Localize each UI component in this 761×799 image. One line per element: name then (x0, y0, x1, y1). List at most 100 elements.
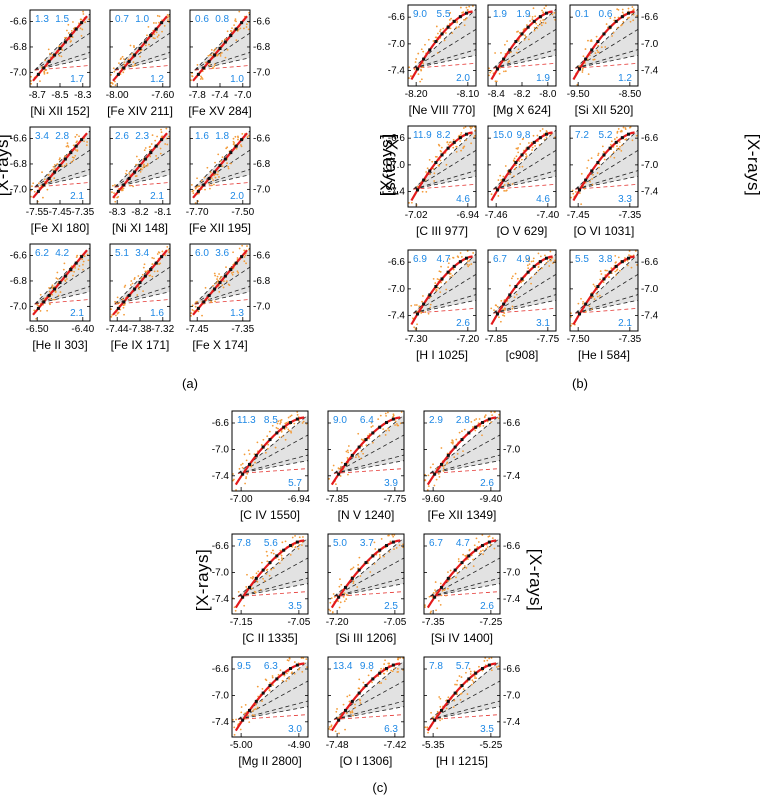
data-point (221, 156, 224, 159)
data-point (439, 149, 442, 152)
binned-point (391, 540, 395, 544)
data-point (78, 265, 81, 267)
data-point (383, 555, 385, 558)
data-point (60, 55, 63, 58)
data-point (493, 547, 496, 550)
data-point (256, 685, 259, 688)
data-point (74, 136, 77, 138)
data-point (507, 182, 510, 185)
data-point (393, 534, 396, 536)
data-point (628, 254, 630, 257)
data-point (161, 135, 164, 138)
slope-annotation: 5.7 (456, 661, 470, 672)
slope-line (429, 680, 501, 720)
binned-point (428, 48, 432, 52)
data-point (142, 266, 145, 269)
data-point (607, 276, 610, 278)
data-point (410, 304, 413, 307)
data-point (110, 82, 112, 84)
data-point (221, 165, 224, 168)
data-point (247, 449, 250, 452)
binned-point (350, 453, 354, 457)
data-point (48, 302, 51, 305)
data-point (628, 250, 631, 252)
x-tick-label: -4.90 (287, 740, 310, 751)
data-point (439, 270, 442, 273)
data-point (159, 147, 162, 150)
data-point (597, 51, 599, 54)
binned-point (229, 151, 233, 155)
x-tick-label: -7.0 (234, 90, 252, 101)
data-point (80, 34, 83, 37)
data-point (495, 666, 498, 668)
binned-point (154, 27, 158, 31)
data-point (394, 420, 397, 423)
data-point (507, 61, 510, 64)
data-point (111, 314, 114, 316)
data-point (385, 429, 388, 432)
data-point (433, 484, 436, 487)
data-point (631, 6, 634, 8)
data-point (422, 295, 424, 297)
data-point (436, 155, 438, 158)
data-point (391, 534, 394, 536)
data-point (72, 159, 75, 162)
data-point (234, 135, 237, 138)
data-point (441, 589, 444, 592)
data-point (168, 135, 170, 138)
data-point (446, 461, 449, 464)
data-point (486, 546, 489, 548)
data-point (498, 413, 500, 416)
binned-point (467, 431, 471, 435)
data-point (72, 21, 74, 23)
data-point (434, 589, 436, 592)
slope-annotation: 0.8 (215, 14, 229, 25)
data-point (201, 78, 204, 80)
data-point (232, 718, 234, 721)
data-point (55, 277, 58, 280)
data-point (424, 604, 426, 607)
data-point (128, 298, 131, 301)
slope-annotation: 2.8 (456, 415, 470, 426)
data-point (215, 54, 218, 57)
slope-annotation: 2.1 (70, 308, 84, 319)
data-point (143, 263, 146, 266)
data-point (509, 51, 512, 54)
data-point (465, 567, 468, 569)
binned-point (127, 176, 131, 180)
data-point (113, 70, 116, 73)
data-point (279, 549, 282, 552)
data-point (132, 61, 135, 64)
slope-annotation: 6.9 (413, 254, 427, 265)
data-point (70, 161, 73, 163)
data-point (390, 669, 393, 672)
data-point (240, 706, 243, 708)
data-point (300, 657, 303, 659)
data-point (491, 414, 494, 417)
data-point (511, 275, 514, 278)
y-tick-label: -7.4 (388, 66, 406, 77)
data-point (46, 71, 49, 74)
data-point (253, 714, 256, 717)
binned-point (514, 161, 518, 165)
chart-panel: -8.7 -8.5 -8.3-6.6-6.8-7.01.3 1.51.7[Ni XII… (10, 9, 92, 118)
data-point (571, 322, 574, 325)
data-point (227, 165, 230, 168)
plot-frame (423, 533, 501, 615)
data-point (435, 288, 438, 291)
data-point (502, 314, 504, 317)
slope-annotation: 2.0 (456, 73, 470, 84)
data-point (66, 142, 69, 145)
panel-title: [Ne VIII 770] (409, 103, 476, 117)
data-point (265, 550, 268, 553)
slope-line (334, 460, 405, 474)
data-point (420, 48, 423, 51)
data-point (419, 80, 422, 83)
data-point (51, 287, 54, 290)
binned-point (149, 268, 153, 272)
binned-point (544, 132, 548, 136)
panel-title: [C IV 1550] (240, 508, 300, 522)
data-point (347, 473, 349, 476)
x-tick-label: -5.00 (230, 740, 253, 751)
plot-frame (109, 9, 171, 88)
